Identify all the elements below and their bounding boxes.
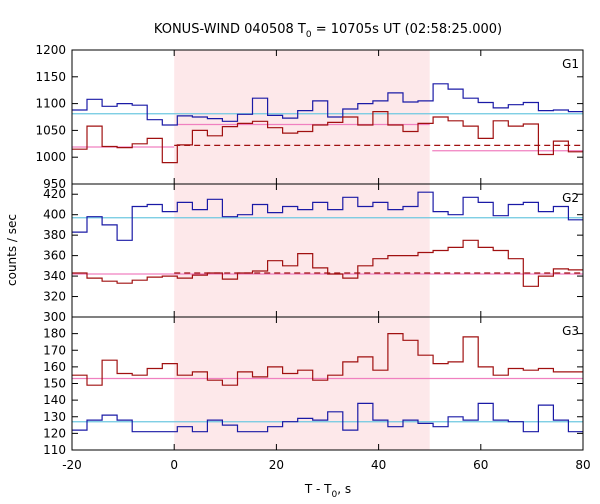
panel-g3-ytick-label: 180 xyxy=(43,327,66,341)
panel-g2-ytick-label: 300 xyxy=(43,310,66,324)
panel-g2-shaded-interval xyxy=(174,184,430,317)
panel-g1-series-red xyxy=(72,111,583,164)
xtick-label: 20 xyxy=(269,458,284,472)
panel-g2-ytick-label: 420 xyxy=(43,187,66,201)
panel-g2-ytick-label: 340 xyxy=(43,269,66,283)
xtick-label: 40 xyxy=(371,458,386,472)
panel-g2-data xyxy=(72,191,583,287)
title-subscript: 0 xyxy=(306,30,312,40)
panel-g3-ytick-label: 130 xyxy=(43,410,66,424)
panel-g2-series-blue xyxy=(72,191,583,241)
xtick-label: -20 xyxy=(62,458,82,472)
panel-g3-series-red xyxy=(72,333,583,386)
panel-g2-ytick-label: 320 xyxy=(43,290,66,304)
panel-g3-ytick-label: 140 xyxy=(43,393,66,407)
panel-g1-ytick-label: 1000 xyxy=(35,150,66,164)
panel-g2-ytick-label: 360 xyxy=(43,249,66,263)
panel-g1-ytick-label: 1150 xyxy=(35,70,66,84)
panel-g1-label: G1 xyxy=(562,57,579,71)
panel-g2-ytick-label: 380 xyxy=(43,228,66,242)
xtick-label: 0 xyxy=(170,458,178,472)
xlabel-subscript: 0 xyxy=(332,490,338,500)
panel-g1-series-blue xyxy=(72,83,583,126)
panel-g1-data xyxy=(72,83,583,164)
panel-g3-ytick-label: 170 xyxy=(43,343,66,357)
xlabel-main: T - T xyxy=(304,482,332,496)
panel-g1-ytick-label: 950 xyxy=(43,177,66,191)
panel-g2-ytick-label: 400 xyxy=(43,208,66,222)
panel-g3-label: G3 xyxy=(562,324,579,338)
panel-g3-ytick-label: 150 xyxy=(43,377,66,391)
title-main: KONUS-WIND 040508 T xyxy=(154,22,306,37)
panel-g3-ytick-label: 110 xyxy=(43,443,66,457)
chart-title: KONUS-WIND 040508 T0 = 10705s UT (02:58:… xyxy=(154,22,502,40)
panel-g1-ytick-label: 1050 xyxy=(35,123,66,137)
title-rest: = 10705s UT (02:58:25.000) xyxy=(312,22,502,37)
y-axis-label: counts / sec xyxy=(5,214,19,286)
panel-g3-data xyxy=(72,333,583,433)
panel-g2-series-red xyxy=(72,239,583,287)
panel-g3-series-blue xyxy=(72,402,583,433)
panel-g3-shaded-interval xyxy=(174,317,430,450)
panel-g1-ytick-label: 1100 xyxy=(35,97,66,111)
panel-g2-label: G2 xyxy=(562,191,579,205)
x-axis-label: T - T0, s xyxy=(304,482,351,500)
panel-g3-ytick-label: 160 xyxy=(43,360,66,374)
xtick-label: 80 xyxy=(575,458,590,472)
xtick-label: 60 xyxy=(473,458,488,472)
panel-g1-ytick-label: 1200 xyxy=(35,43,66,57)
panel-g1-shaded-interval xyxy=(174,50,430,184)
xlabel-rest: , s xyxy=(337,482,351,496)
panel-g3-ytick-label: 120 xyxy=(43,426,66,440)
